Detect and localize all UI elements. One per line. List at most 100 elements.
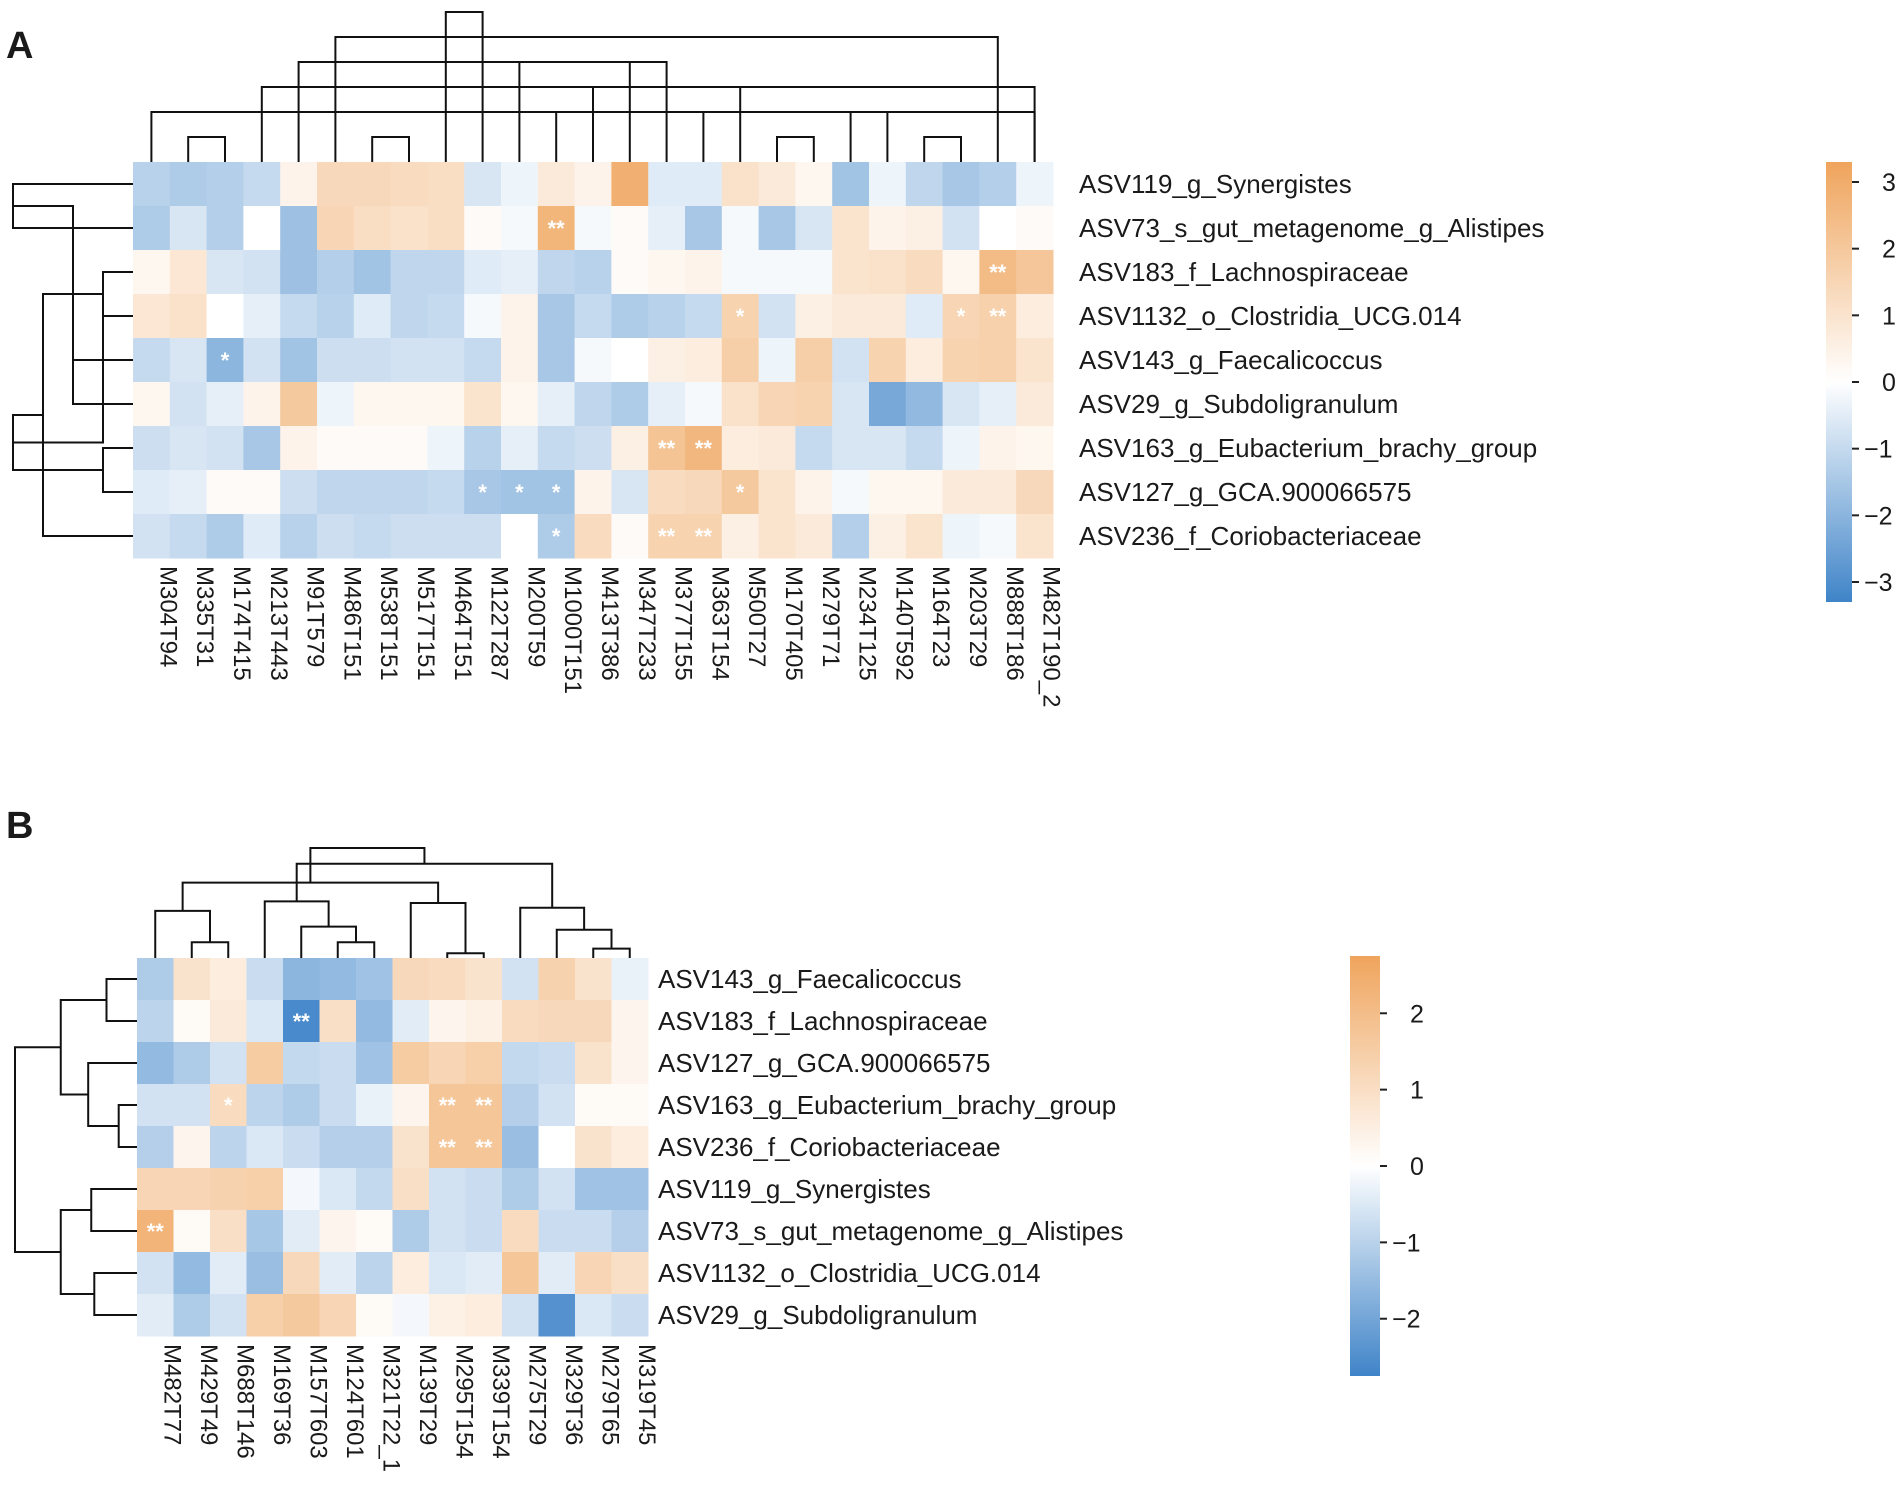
dendrogram-branch: [336, 941, 376, 958]
heatmap-cell: [173, 958, 211, 1001]
heatmap-cell: [353, 514, 392, 559]
heatmap-cell: [538, 1126, 576, 1169]
dendrogram-branch: [90, 1188, 137, 1232]
dendrogram-branch: [263, 900, 330, 958]
heatmap-cell: [206, 426, 244, 471]
heatmap-cell: [210, 1210, 247, 1253]
significance-marker: **: [989, 304, 1007, 329]
row-labels-a: ASV119_g_Synergistes ASV73_s_gut_metageno…: [1079, 169, 1544, 551]
heatmap-cell: [283, 1168, 320, 1211]
heatmap-cell: [795, 250, 833, 295]
heatmap-cell: [795, 382, 833, 427]
heatmap-cell: [356, 1294, 393, 1337]
heatmap-cell: [1016, 382, 1054, 427]
dendrogram-branch: [13, 205, 74, 382]
heatmap-cell: [390, 382, 428, 427]
heatmap-cell: [795, 338, 833, 383]
heatmap-cell: [611, 1294, 649, 1337]
heatmap-cell: [942, 426, 980, 471]
heatmap-cell: [1016, 250, 1054, 295]
column-label: M124T601: [341, 1344, 368, 1459]
heatmap-cell: [501, 382, 539, 427]
heatmap-cell: [169, 470, 208, 515]
dendrogram-branch: [260, 86, 1036, 162]
row-label: ASV143_g_Faecalicoccus: [1079, 345, 1383, 375]
heatmap-cell: [429, 1252, 466, 1295]
heatmap-cell: [648, 206, 686, 251]
heatmap-cell: [979, 162, 1017, 207]
heatmap-cell: [390, 514, 428, 559]
heatmap-cell: [356, 1126, 393, 1169]
heatmap-cell: [173, 1294, 211, 1337]
significance-marker: **: [475, 1093, 493, 1118]
heatmap-cell: [1016, 514, 1054, 559]
heatmap-cell: [942, 162, 980, 207]
heatmap-cell: [611, 1210, 649, 1253]
column-label: M413T386: [596, 566, 623, 681]
row-label: ASV73_s_gut_metagenome_g_Alistipes: [1079, 213, 1544, 243]
significance-marker: *: [736, 304, 745, 329]
column-label: M486T151: [338, 566, 365, 681]
heatmap-cell: [611, 162, 649, 207]
column-labels-b: M482T77 M429T49 M688T146 M169T36 M157T603 M12…: [158, 1344, 660, 1472]
heatmap-cell: [280, 426, 318, 471]
column-label: M319T45: [633, 1344, 660, 1445]
heatmap-cell: [721, 514, 760, 559]
heatmap-cell: [537, 162, 576, 207]
dendrogram-branch: [295, 862, 554, 908]
significance-marker: **: [658, 436, 676, 461]
heatmap-cell: [905, 294, 944, 339]
heatmap-cell: [869, 338, 907, 383]
heatmap-cell: [319, 1000, 357, 1043]
row-label: ASV127_g_GCA.900066575: [658, 1048, 991, 1078]
heatmap-cell: [465, 1168, 503, 1211]
heatmap-cell: [283, 1252, 320, 1295]
heatmap-cell: [611, 1042, 649, 1085]
heatmap-cell: [317, 162, 355, 207]
heatmap-cell: [611, 426, 649, 471]
colorbar-gradient-b: [1350, 956, 1380, 1376]
heatmap-cell: [137, 1210, 174, 1253]
dendrogram-branch: [42, 293, 133, 537]
heatmap-cell: [795, 470, 833, 515]
heatmap-cell: [210, 958, 247, 1001]
heatmap-cell: [317, 470, 355, 515]
significance-marker: **: [989, 260, 1007, 285]
heatmap-cell: [869, 250, 907, 295]
heatmap-cell: [538, 1000, 576, 1043]
heatmap-cell: [392, 1168, 430, 1211]
heatmap-cell: [942, 206, 980, 251]
heatmap-cell: [502, 1210, 539, 1253]
heatmap-cell: [317, 206, 355, 251]
heatmap-cell: [137, 1000, 174, 1043]
heatmap-cell: [537, 382, 576, 427]
heatmap-cell: [246, 1168, 284, 1211]
heatmap-cell: [611, 1126, 649, 1169]
heatmap-cell: [758, 426, 796, 471]
heatmap-cell: [648, 294, 686, 339]
heatmap-cell: [283, 1084, 320, 1127]
dendrogram-branch: [776, 136, 815, 162]
heatmap-cell: [280, 206, 318, 251]
heatmap-cell: [869, 382, 907, 427]
column-label: M888T186: [1001, 566, 1028, 681]
heatmap-cell: [611, 294, 649, 339]
heatmap-cell: [721, 162, 760, 207]
heatmap-cell: [429, 1210, 466, 1253]
column-label: M482T77: [158, 1344, 185, 1445]
column-labels-a: M304T94 M335T31 M174T415 M213T443 M91T579 M48…: [154, 566, 1064, 707]
colorbar-tick-label: 1: [1882, 302, 1896, 330]
heatmap-cell: [979, 250, 1017, 295]
heatmap-cell: [464, 250, 502, 295]
heatmap-cell: [427, 162, 465, 207]
heatmap-cell: [392, 1042, 430, 1085]
significance-marker: **: [475, 1135, 493, 1160]
heatmap-cell: [465, 1000, 503, 1043]
heatmap-cell: [319, 1294, 357, 1337]
panel-a: A ***** * ***** *** * * ** ** ** ASV119_g_Synerg…: [6, 11, 1896, 707]
heatmap-cell: [611, 470, 649, 515]
heatmap-cell: [832, 294, 870, 339]
heatmap-cell: [721, 470, 760, 515]
significance-marker: **: [548, 216, 566, 241]
